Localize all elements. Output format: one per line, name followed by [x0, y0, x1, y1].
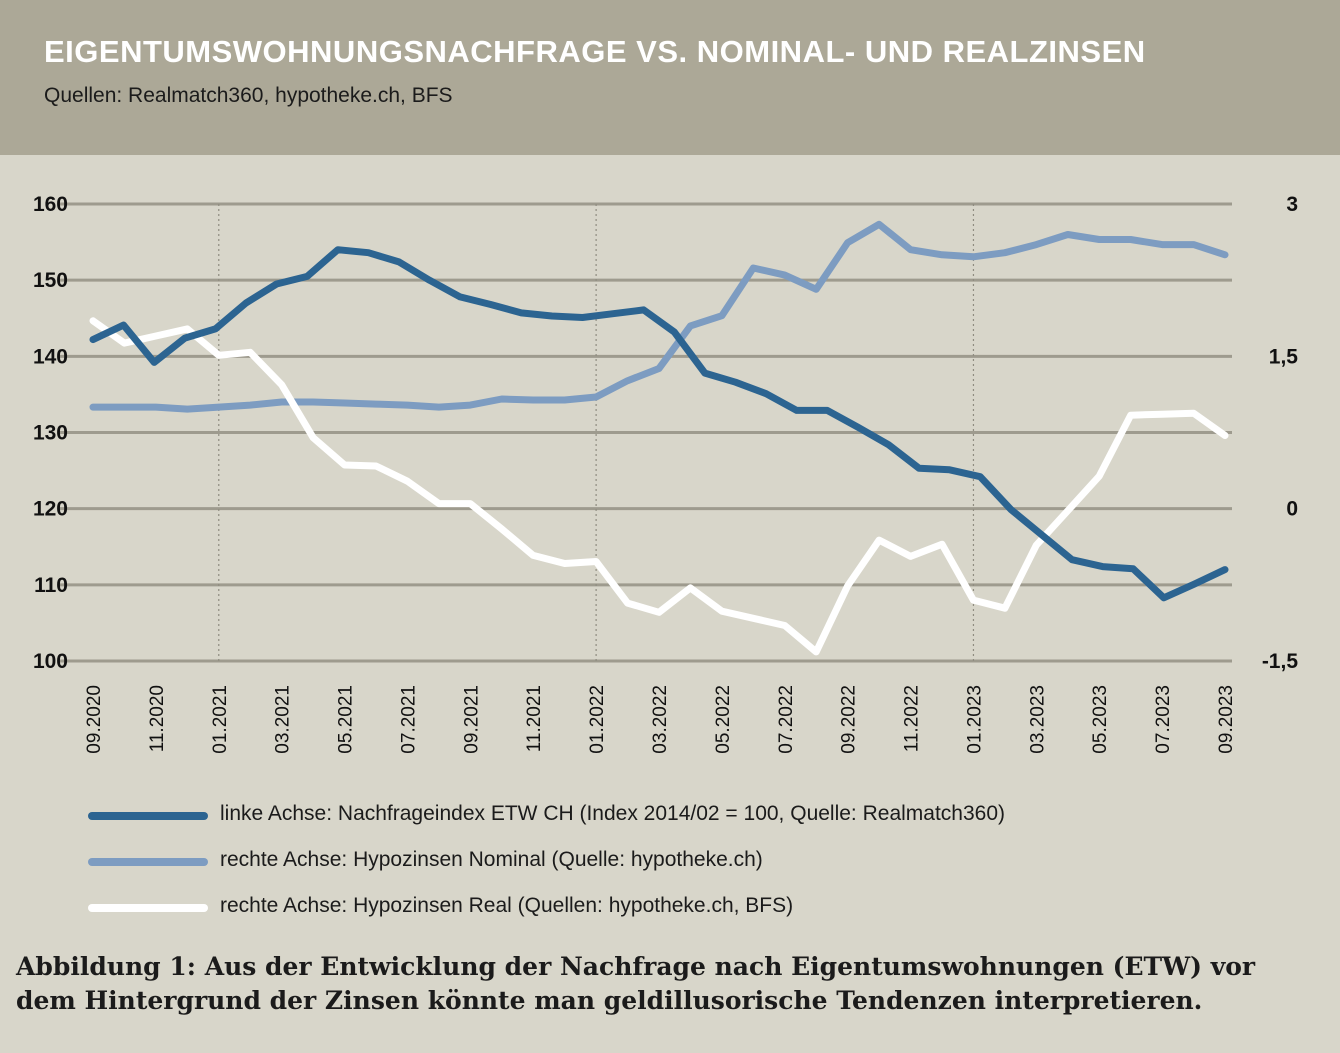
left-tick-label: 140 — [33, 345, 68, 368]
left-tick-label: 120 — [33, 498, 68, 521]
left-tick-label: 150 — [33, 269, 68, 292]
x-tick-label: 07.2023 — [1153, 685, 1174, 754]
left-axis: 100 110 120 130 140 150 160 — [33, 193, 68, 673]
series-lines — [89, 220, 1229, 656]
x-tick-label: 11.2021 — [524, 685, 545, 752]
x-axis: 09.2020 11.2020 01.2021 03.2021 05.2021 07.20… — [84, 685, 1237, 754]
x-tick-label: 01.2022 — [587, 685, 608, 754]
figure-caption: Abbildung 1: Aus der Entwicklung der Nac… — [16, 952, 1256, 1015]
x-tick-label: 09.2022 — [839, 685, 860, 754]
x-tick-label: 05.2021 — [336, 685, 357, 754]
chart-subtitle: Quellen: Realmatch360, hypotheke.ch, BFS — [44, 84, 453, 107]
legend-label-nominal: rechte Achse: Hypozinsen Nominal (Quelle… — [220, 848, 763, 871]
line-chart: 100 110 120 130 140 150 160 -1,5 0 1,5 3 09.2020 1… — [33, 193, 1299, 754]
x-tick-label: 05.2022 — [713, 685, 734, 754]
left-tick-label: 160 — [33, 193, 68, 216]
x-tick-label: 03.2021 — [273, 685, 294, 754]
header-band: EIGENTUMSWOHNUNGSNACHFRAGE VS. NOMINAL- … — [0, 0, 1340, 155]
chart-title: EIGENTUMSWOHNUNGSNACHFRAGE VS. NOMINAL- … — [44, 34, 1146, 69]
x-tick-label: 03.2022 — [650, 685, 671, 754]
left-tick-label: 110 — [34, 574, 68, 597]
x-tick-label: 07.2021 — [398, 685, 419, 754]
legend-label-nachfrage: linke Achse: Nachfrageindex ETW CH (Inde… — [220, 802, 1006, 825]
x-tick-label: 05.2023 — [1090, 685, 1111, 754]
left-tick-label: 100 — [33, 650, 68, 673]
x-tick-label: 11.2022 — [902, 685, 923, 752]
right-tick-label: 3 — [1286, 193, 1298, 216]
x-tick-label: 09.2021 — [461, 685, 482, 754]
right-tick-label: 0 — [1286, 498, 1298, 521]
right-tick-label: 1,5 — [1269, 345, 1299, 368]
x-tick-label: 01.2023 — [964, 685, 985, 754]
legend-swatch-nominal — [88, 858, 208, 866]
grid — [58, 202, 1232, 663]
x-tick-label: 09.2023 — [1216, 685, 1237, 754]
left-tick-label: 130 — [33, 422, 68, 445]
x-tick-label: 03.2023 — [1027, 685, 1048, 754]
series-line-nachfrage — [89, 246, 1229, 602]
x-tick-label: 07.2022 — [776, 685, 797, 754]
legend-label-real: rechte Achse: Hypozinsen Real (Quellen: … — [220, 894, 794, 917]
right-tick-label: -1,5 — [1262, 650, 1299, 673]
x-tick-label: 09.2020 — [84, 685, 105, 754]
legend-swatch-nachfrage — [88, 812, 208, 820]
x-tick-label: 11.2020 — [147, 685, 168, 752]
series-line-real — [89, 317, 1229, 656]
x-tick-label: 01.2021 — [210, 685, 231, 754]
legend-swatch-real — [88, 904, 208, 912]
series-line-nominal — [89, 220, 1229, 413]
right-axis: -1,5 0 1,5 3 — [1262, 193, 1299, 673]
